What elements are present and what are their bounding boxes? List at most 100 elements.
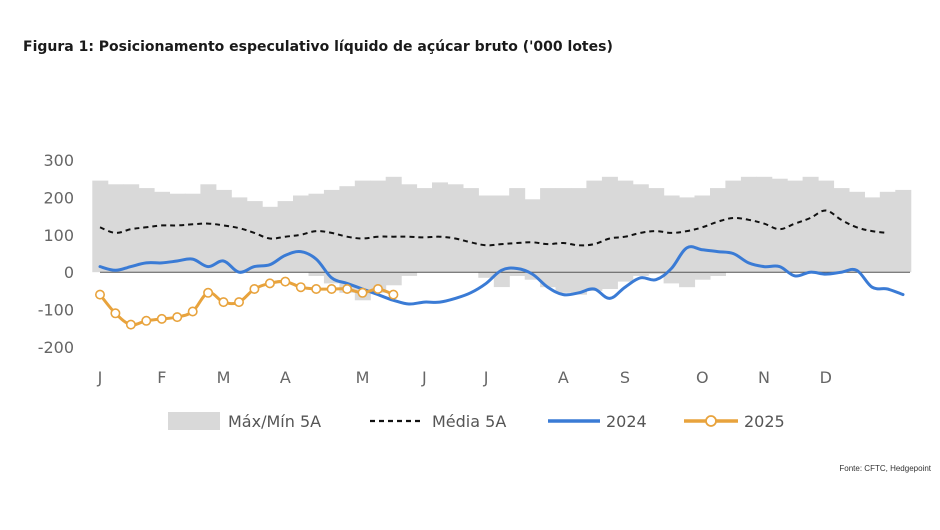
band-bar [601,176,618,289]
band-bar [571,188,587,295]
x-tick-label: O [696,368,709,387]
x-tick-label: J [483,368,489,387]
series-2025-point [234,297,245,308]
band-bar [895,189,912,273]
y-tick-label: 100 [43,226,74,245]
band-bar [215,189,232,273]
mean-5y-layer [99,209,888,247]
legend-label-band: Máx/Mín 5A [228,412,321,431]
band-bar [169,193,186,273]
band-bar [107,184,124,273]
legend-label-2025: 2025 [744,412,785,431]
band-bar [540,188,557,288]
band-bar [154,191,170,273]
band-bar [849,191,865,273]
series-2025-point [249,283,260,294]
band-bar [462,188,479,273]
band-bar [555,188,572,293]
band-bar [200,184,217,273]
x-tick-label: F [157,368,166,387]
band-bar [632,184,649,276]
x-tick-label: M [356,368,370,387]
band-bar [524,199,541,280]
band-bar [694,195,711,280]
band-bar [617,180,634,282]
band-bar [416,188,433,273]
series-2025-point [295,282,306,293]
series-2025-point [342,283,353,294]
y-tick-label: -200 [38,338,74,357]
band-bar [509,188,526,276]
band-bar [447,184,464,273]
band-bar [354,180,371,301]
series-2025-point [372,283,383,294]
band-bar [725,180,742,273]
legend: Máx/Mín 5A Média 5A 2024 2025 [168,412,785,431]
band-bar [771,178,788,273]
x-tick-label: J [97,368,103,387]
series-2025-point [187,306,198,317]
source-note: Fonte: CFTC, Hedgepoint [839,464,931,473]
axes: 300 200 100 0 -100 -200 J F M A M J J A S O N D [38,151,910,387]
max-min-band-layer [92,176,912,301]
x-tick-label: D [820,368,832,387]
band-bar [586,180,603,291]
legend-label-2024: 2024 [606,412,647,431]
series-2025-point [264,278,275,289]
series-2025-point [388,289,399,300]
y-tick-label: 200 [43,188,74,207]
band-bar [385,176,402,286]
band-bar [432,182,448,273]
band-bar [648,188,665,275]
band-bar [92,180,109,273]
band-bar [710,188,726,276]
band-bar [833,188,850,273]
series-2025-point [172,312,183,323]
series-2025-point [203,287,214,298]
x-tick-label: N [758,368,770,387]
band-bar [679,197,696,288]
chart-title: Figura 1: Posicionamento especulativo lí… [23,39,613,55]
legend-label-mean: Média 5A [432,412,506,431]
series-2025-point [125,319,136,330]
series-2025-point [141,315,152,326]
band-bar [818,180,835,273]
series-2025-layer [95,276,399,330]
legend-swatch-band [168,412,220,430]
band-bar [740,176,757,273]
y-tick-label: 300 [43,151,74,170]
band-bar [787,180,804,273]
band-bar [879,191,896,273]
band-bar [339,186,356,293]
series-2025-point [110,308,121,319]
series-2024-layer [98,245,905,306]
band-bar [138,188,155,273]
band-bar [401,184,418,276]
band-bar [864,197,881,273]
series-2025-point [357,287,368,298]
x-tick-label: S [620,368,630,387]
band-bar [231,197,248,273]
series-2024-line [98,245,905,306]
y-tick-label: 0 [64,263,74,282]
x-tick-label: A [280,368,291,387]
band-bar [184,193,201,273]
series-2025-point [218,297,229,308]
series-2025-point [326,283,337,294]
series-2025-point [311,283,322,294]
band-bar [323,189,340,284]
series-2025-point [156,313,167,324]
band-bar [123,184,140,273]
y-tick-label: -100 [38,301,74,320]
series-2025-point [280,276,291,287]
band-bar [478,195,495,278]
x-tick-label: A [558,368,569,387]
legend-marker-2025 [705,415,717,427]
x-tick-label: M [217,368,231,387]
x-tick-label: J [421,368,427,387]
band-bar [246,201,263,273]
band-bar [802,176,819,273]
series-2025-point [95,289,106,300]
mean-5y-line [99,209,888,247]
